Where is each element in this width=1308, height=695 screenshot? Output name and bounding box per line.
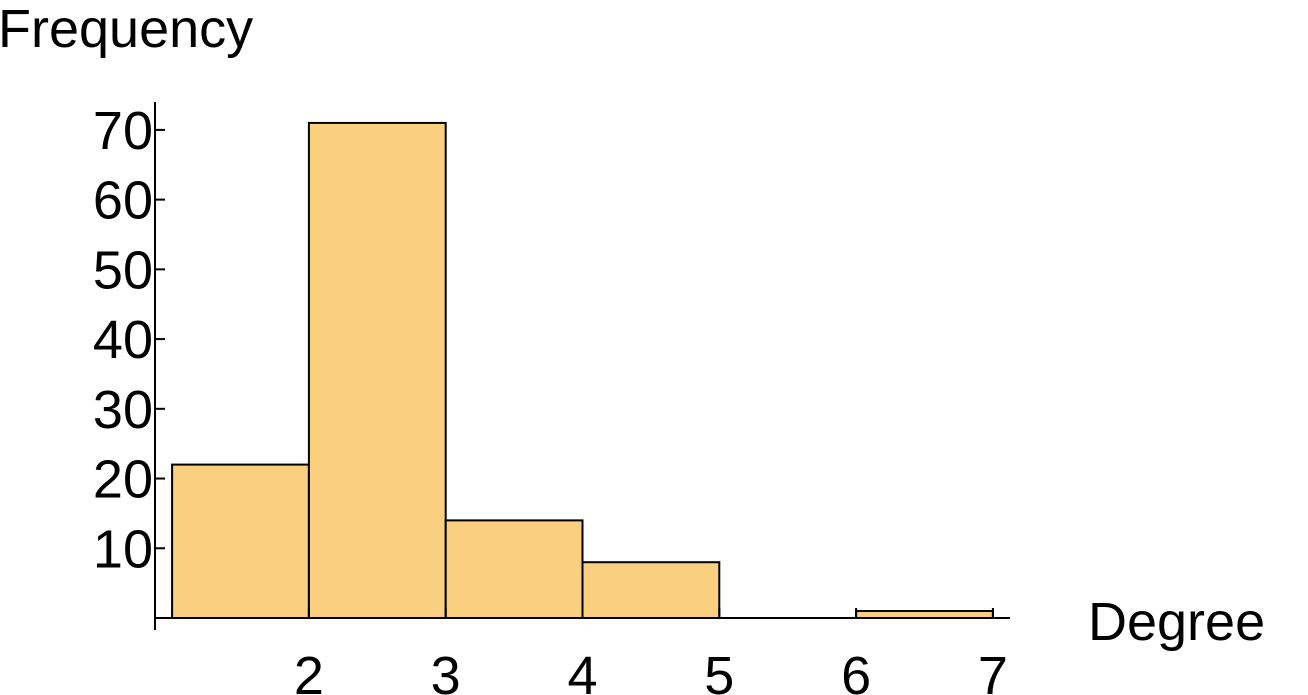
y-tick-label: 50 <box>93 240 153 300</box>
y-tick-label: 30 <box>93 380 153 440</box>
bar <box>307 121 447 620</box>
y-axis-label: Frequency <box>0 0 253 59</box>
x-tick-label: 3 <box>431 646 461 695</box>
x-tick-label: 7 <box>978 646 1008 695</box>
x-tick-label: 4 <box>567 646 597 695</box>
y-tick-label: 10 <box>93 519 153 579</box>
bar <box>444 519 584 619</box>
bar <box>171 463 310 620</box>
y-tick-label: 70 <box>93 101 153 161</box>
y-tick-label: 40 <box>93 310 153 370</box>
x-tick-label: 2 <box>294 646 324 695</box>
bar <box>855 610 994 620</box>
x-axis-label: Degree <box>1088 592 1265 652</box>
bar <box>581 561 721 619</box>
x-tick-label: 5 <box>704 646 734 695</box>
y-tick-label: 20 <box>93 450 153 510</box>
x-tick-label: 6 <box>841 646 871 695</box>
y-tick-label: 60 <box>93 171 153 231</box>
